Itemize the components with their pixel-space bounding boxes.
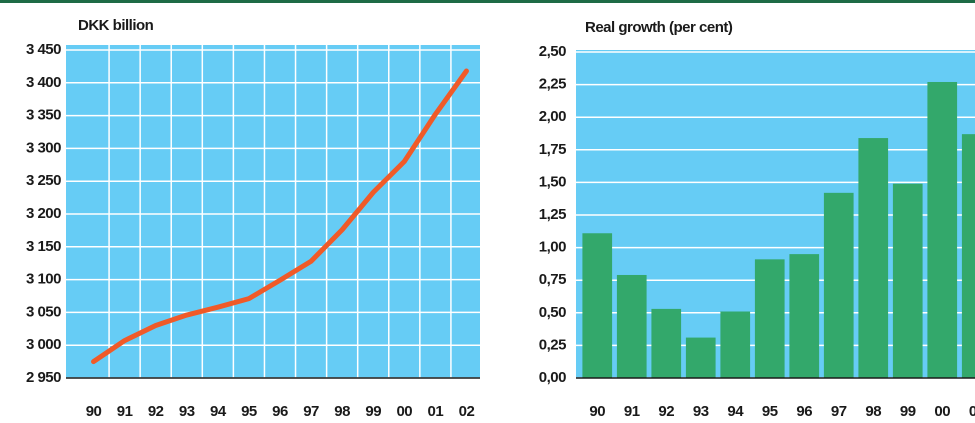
bar <box>858 138 889 378</box>
x-tick-label: 98 <box>334 403 350 420</box>
x-tick-label: 92 <box>658 403 674 420</box>
x-tick-label: 97 <box>831 403 847 420</box>
x-tick-label: 95 <box>762 403 778 420</box>
y-tick-label: 1,00 <box>539 239 566 256</box>
x-tick-label: 02 <box>459 403 475 420</box>
x-tick-label: 95 <box>241 403 257 420</box>
y-tick-label: 0,75 <box>539 271 566 288</box>
x-tick-label: 90 <box>589 403 605 420</box>
x-tick-label: 96 <box>272 403 288 420</box>
bar <box>754 259 785 378</box>
x-tick-label: 98 <box>865 403 881 420</box>
bar <box>616 274 647 378</box>
y-tick-label: 3 450 <box>26 41 61 58</box>
x-tick-label: 99 <box>365 403 381 420</box>
bar <box>927 81 958 378</box>
x-tick-label: 00 <box>396 403 412 420</box>
bar <box>720 311 751 378</box>
y-tick-label: 3 250 <box>26 172 61 189</box>
x-tick-label: 94 <box>210 403 227 420</box>
x-tick-label: 91 <box>117 403 133 420</box>
bar <box>892 183 923 378</box>
x-tick-label: 93 <box>179 403 195 420</box>
bar <box>651 308 682 378</box>
x-tick-label: 90 <box>86 403 102 420</box>
y-tick-label: 3 050 <box>26 303 61 320</box>
chart-title: Real growth (per cent) <box>585 19 733 36</box>
bar <box>685 337 716 378</box>
y-tick-label: 1,50 <box>539 173 566 190</box>
x-tick-label: 92 <box>148 403 164 420</box>
y-tick-label: 3 100 <box>26 271 61 288</box>
x-tick-label: 01 <box>428 403 444 420</box>
y-tick-label: 0,50 <box>539 304 566 321</box>
bar <box>823 192 854 378</box>
y-tick-label: 3 150 <box>26 238 61 255</box>
data-line <box>91 68 469 365</box>
bar <box>961 134 975 378</box>
x-tick-label: 01 <box>969 403 975 420</box>
y-tick-label: 2,50 <box>539 43 566 60</box>
y-tick-label: 3 300 <box>26 139 61 156</box>
y-tick-label: 3 400 <box>26 74 61 91</box>
bar <box>582 233 613 378</box>
x-tick-label: 97 <box>303 403 319 420</box>
y-tick-label: 3 350 <box>26 107 61 124</box>
y-tick-label: 3 200 <box>26 205 61 222</box>
top-rule <box>0 0 975 3</box>
y-tick-label: 2 950 <box>26 369 61 386</box>
y-tick-label: 2,25 <box>539 76 566 93</box>
y-tick-label: 0,00 <box>539 369 566 386</box>
x-tick-label: 96 <box>796 403 812 420</box>
charts: DKK billion 2 950 3 000 3 050 3 100 3 150 3 20… <box>26 17 975 420</box>
y-tick-label: 1,75 <box>539 141 566 158</box>
y-tick-label: 0,25 <box>539 336 566 353</box>
x-tick-label: 91 <box>624 403 640 420</box>
x-tick-label: 93 <box>693 403 709 420</box>
x-tick-label: 99 <box>900 403 916 420</box>
x-tick-label: 94 <box>727 403 744 420</box>
y-tick-label: 2,00 <box>539 108 566 125</box>
y-tick-label: 3 000 <box>26 336 61 353</box>
x-tick-label: 00 <box>934 403 950 420</box>
bar <box>789 254 820 378</box>
y-tick-label: 1,25 <box>539 206 566 223</box>
chart-title: DKK billion <box>78 17 154 34</box>
plot-background <box>66 45 480 378</box>
